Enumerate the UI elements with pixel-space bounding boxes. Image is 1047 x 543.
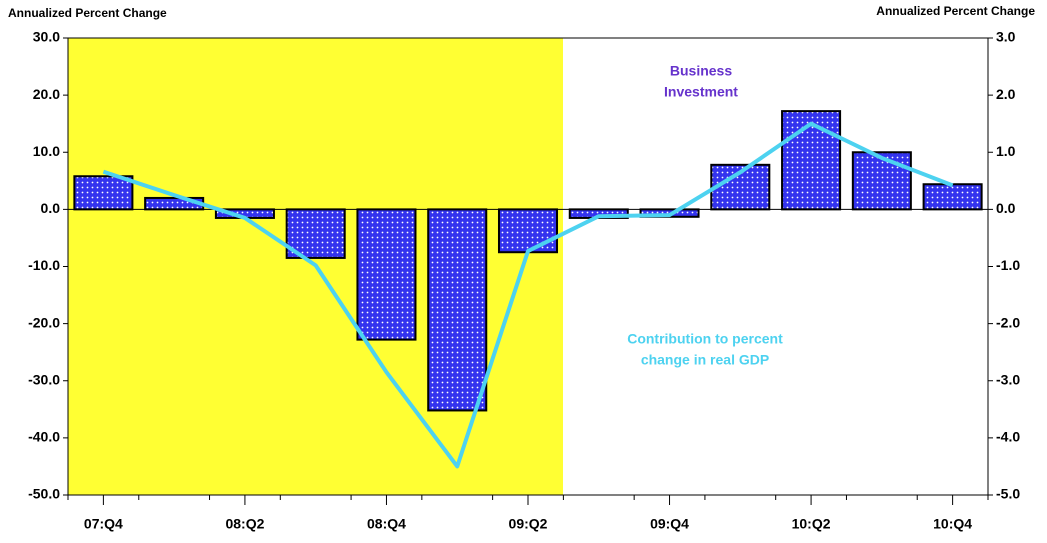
bar (427, 208, 488, 412)
y2-tick-label: 0.0 (996, 200, 1016, 216)
y-tick-label: 0.0 (41, 200, 61, 216)
y2-tick-label: 3.0 (996, 29, 1016, 45)
y-tick-label: -30.0 (28, 371, 60, 387)
x-tick-label: 07:Q4 (84, 516, 123, 532)
bar (922, 183, 983, 211)
y2-tick-label: -1.0 (996, 257, 1020, 273)
y2-axis-title: Annualized Percent Change (876, 4, 1035, 18)
y2-tick-label: 1.0 (996, 143, 1016, 159)
y-tick-label: -40.0 (28, 429, 60, 445)
x-tick-label: 09:Q2 (509, 516, 548, 532)
bar (356, 208, 417, 341)
bar (497, 208, 559, 254)
y2-tick-label: -3.0 (996, 371, 1020, 387)
x-tick-label: 08:Q4 (367, 516, 406, 532)
y2-tick-label: -5.0 (996, 486, 1020, 502)
y2-tick-label: 2.0 (996, 86, 1016, 102)
y-tick-label: -20.0 (28, 314, 60, 330)
y-tick-label: -50.0 (28, 486, 60, 502)
bar (73, 175, 134, 211)
y-tick-label: -10.0 (28, 257, 60, 273)
bar (781, 110, 842, 211)
y-axis-title: Annualized Percent Change (8, 6, 167, 20)
annotation: Investment (664, 84, 738, 100)
y2-tick-label: -2.0 (996, 314, 1020, 330)
x-tick-label: 10:Q4 (933, 516, 972, 532)
x-tick-label: 08:Q2 (225, 516, 264, 532)
annotation: Business (670, 63, 732, 79)
line (102, 121, 954, 469)
bar (285, 208, 346, 259)
annotation: Contribution to percent (627, 331, 783, 347)
x-tick-label: 09:Q4 (650, 516, 689, 532)
y-tick-label: 10.0 (33, 143, 60, 159)
annotation: change in real GDP (641, 352, 769, 368)
bar (851, 151, 912, 211)
x-tick-label: 10:Q2 (792, 516, 831, 532)
y2-tick-label: -4.0 (996, 429, 1020, 445)
y-tick-label: 30.0 (33, 29, 60, 45)
y-tick-label: 20.0 (33, 86, 60, 102)
